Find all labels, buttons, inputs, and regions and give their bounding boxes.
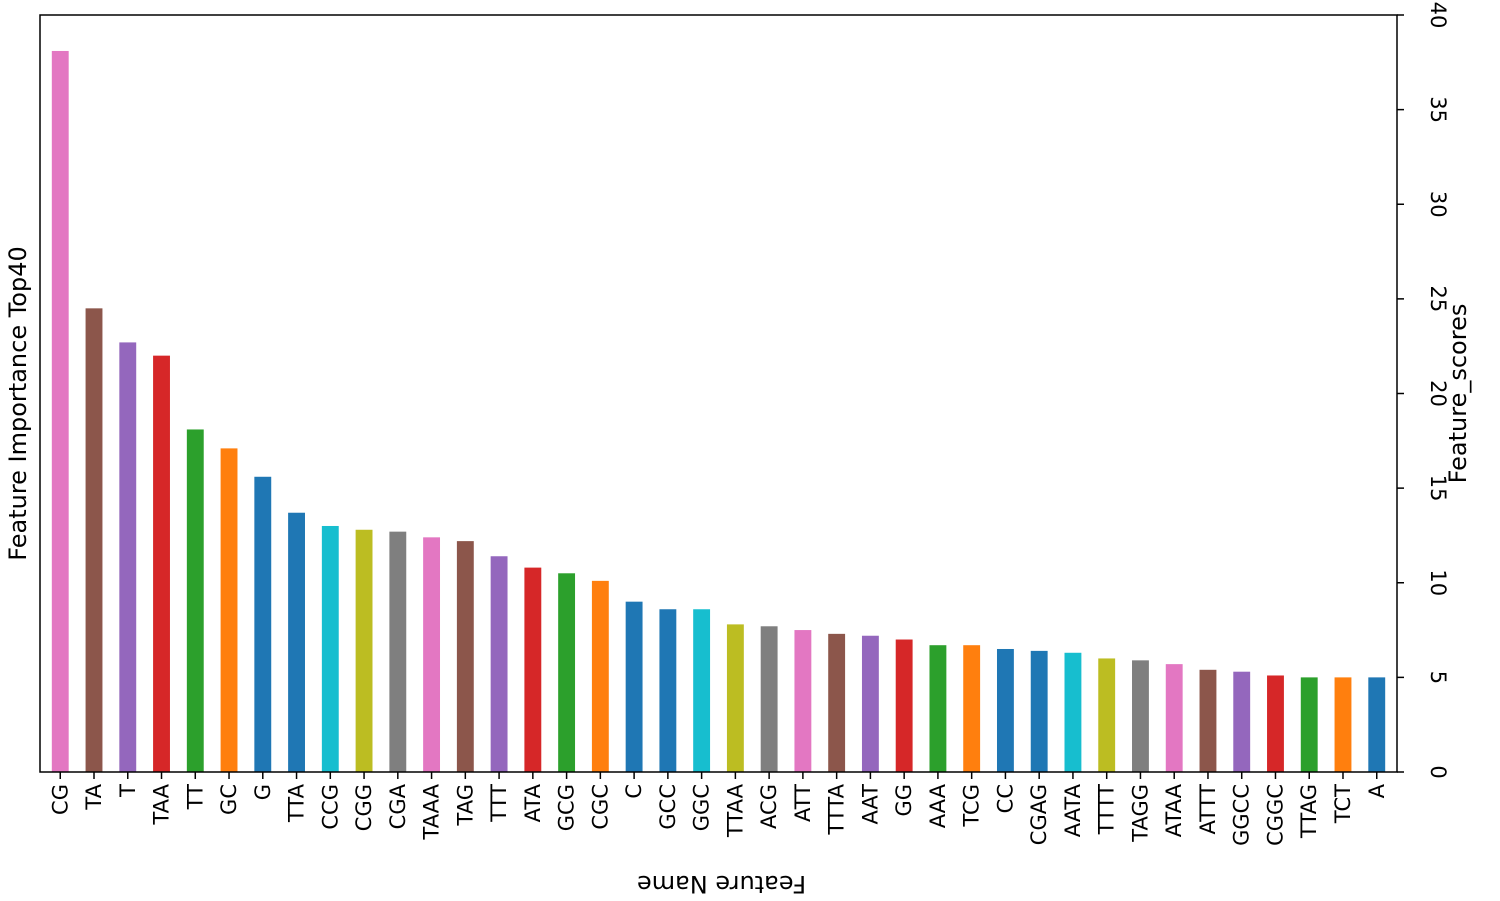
- bar-cggc: [1267, 675, 1284, 772]
- x-tick-label: TTT: [487, 784, 511, 823]
- x-tick-labels: CG TA T TAA TT GC G TTA CCG CGG CGA TAAA TAG TTT ATA GC…: [48, 772, 1389, 846]
- y-tick-label: 35: [1426, 96, 1450, 123]
- x-tick-label: TAAA: [420, 783, 444, 840]
- bar-g: [254, 476, 272, 772]
- x-tick-label: GC: [217, 784, 241, 815]
- x-tick-label: T: [116, 784, 140, 798]
- y-tick-label: 10: [1426, 569, 1450, 596]
- bar-aaa: [929, 645, 947, 772]
- bar-acg: [760, 626, 778, 772]
- bar-ataa: [1165, 664, 1183, 772]
- x-tick-label: CC: [993, 784, 1017, 813]
- bar-aata: [1064, 652, 1082, 772]
- x-tick-label: TTTT: [1095, 784, 1119, 835]
- bar-gcc: [659, 609, 677, 772]
- bar-cgg: [355, 529, 373, 772]
- bar-tttt: [1098, 658, 1116, 772]
- x-tick-label: ATAA: [1162, 783, 1186, 837]
- bar-gg: [895, 639, 913, 772]
- bar-tt: [186, 429, 204, 772]
- x-tick-label: GGCC: [1230, 784, 1254, 846]
- bar-cgag: [1030, 650, 1048, 772]
- bar-tcg: [963, 645, 981, 772]
- y-axis-label: Feature_scores: [1444, 304, 1472, 484]
- y-tick-label: 15: [1426, 475, 1450, 502]
- x-tick-label: CGA: [386, 783, 410, 829]
- x-tick-label: ATA: [521, 783, 545, 822]
- x-tick-label: TA: [82, 783, 106, 810]
- y-tick-label: 20: [1426, 380, 1450, 407]
- bar-ggc: [693, 609, 711, 772]
- x-tick-label: TTAG: [1297, 784, 1321, 839]
- x-tick-label: CGC: [588, 784, 612, 830]
- x-tick-label: A: [1365, 783, 1389, 798]
- x-tick-label: CCG: [318, 784, 342, 830]
- bar-gcg: [558, 573, 576, 772]
- y-tick-label: 5: [1426, 671, 1450, 684]
- x-tick-label: TAGG: [1128, 784, 1152, 843]
- y-tick-label: 0: [1426, 765, 1450, 778]
- bar-attt: [1199, 669, 1217, 772]
- x-tick-label: CGAG: [1027, 784, 1051, 845]
- bar-aat: [861, 635, 879, 772]
- bar-att: [794, 630, 812, 772]
- x-tick-label: TTA: [285, 783, 309, 823]
- x-tick-label: GG: [892, 784, 916, 817]
- x-tick-label: AAA: [926, 783, 950, 828]
- x-tick-label: TTTA: [825, 783, 849, 835]
- plot-frame: [39, 14, 1398, 773]
- x-tick-label: ACG: [757, 784, 781, 829]
- bars-group: [51, 50, 1386, 773]
- bar-taa: [153, 355, 170, 772]
- x-tick-label: TCG: [960, 784, 984, 828]
- bar-gc: [220, 448, 238, 772]
- x-tick-label: GCG: [555, 784, 579, 831]
- bar-ttt: [490, 556, 508, 772]
- bar-ttta: [828, 633, 846, 772]
- bar-taaa: [423, 537, 441, 772]
- x-axis-label: Feature Name: [637, 870, 806, 898]
- bar-ta: [85, 308, 103, 772]
- bar-tag: [456, 541, 474, 772]
- x-tick-label: CG: [48, 784, 72, 815]
- chart-title: Feature Importance Top40: [4, 246, 32, 561]
- bar-cc: [996, 648, 1014, 772]
- bar-tta: [288, 512, 305, 772]
- bar-cgc: [591, 580, 609, 772]
- x-tick-label: G: [251, 784, 275, 800]
- x-tick-label: TAG: [453, 784, 477, 826]
- bar-tct: [1334, 677, 1352, 773]
- x-tick-label: GGC: [690, 784, 714, 831]
- x-tick-label: AATA: [1061, 783, 1085, 837]
- bar-ata: [524, 567, 542, 772]
- x-tick-label: TAA: [150, 783, 174, 825]
- bar-ttag: [1300, 677, 1318, 773]
- bar-a: [1368, 677, 1386, 773]
- x-tick-label: C: [622, 784, 646, 799]
- x-tick-label: CGGC: [1263, 784, 1287, 846]
- y-tick-label: 25: [1426, 286, 1450, 313]
- bar-cg: [51, 50, 69, 772]
- x-tick-label: GCC: [656, 784, 680, 830]
- bar-ggcc: [1233, 671, 1251, 772]
- x-tick-label: ATT: [791, 784, 815, 822]
- x-tick-label: ATTT: [1196, 784, 1220, 835]
- bar-cga: [389, 531, 407, 772]
- y-tick-label: 40: [1426, 2, 1450, 29]
- x-tick-label: CGG: [352, 784, 376, 831]
- x-tick-label: AAT: [858, 784, 882, 825]
- bar-ccg: [321, 525, 339, 772]
- bar-ttaa: [726, 624, 744, 772]
- bar-t: [119, 342, 137, 772]
- bar-tagg: [1132, 660, 1149, 772]
- x-tick-label: TT: [183, 784, 207, 810]
- y-tick-label: 30: [1426, 191, 1450, 218]
- x-tick-label: TCT: [1331, 784, 1355, 824]
- x-tick-label: TTAA: [723, 783, 747, 838]
- y-tick-labels: 0 5 10 15 20 25 30 35 40: [1397, 2, 1450, 779]
- bar-c: [625, 601, 643, 772]
